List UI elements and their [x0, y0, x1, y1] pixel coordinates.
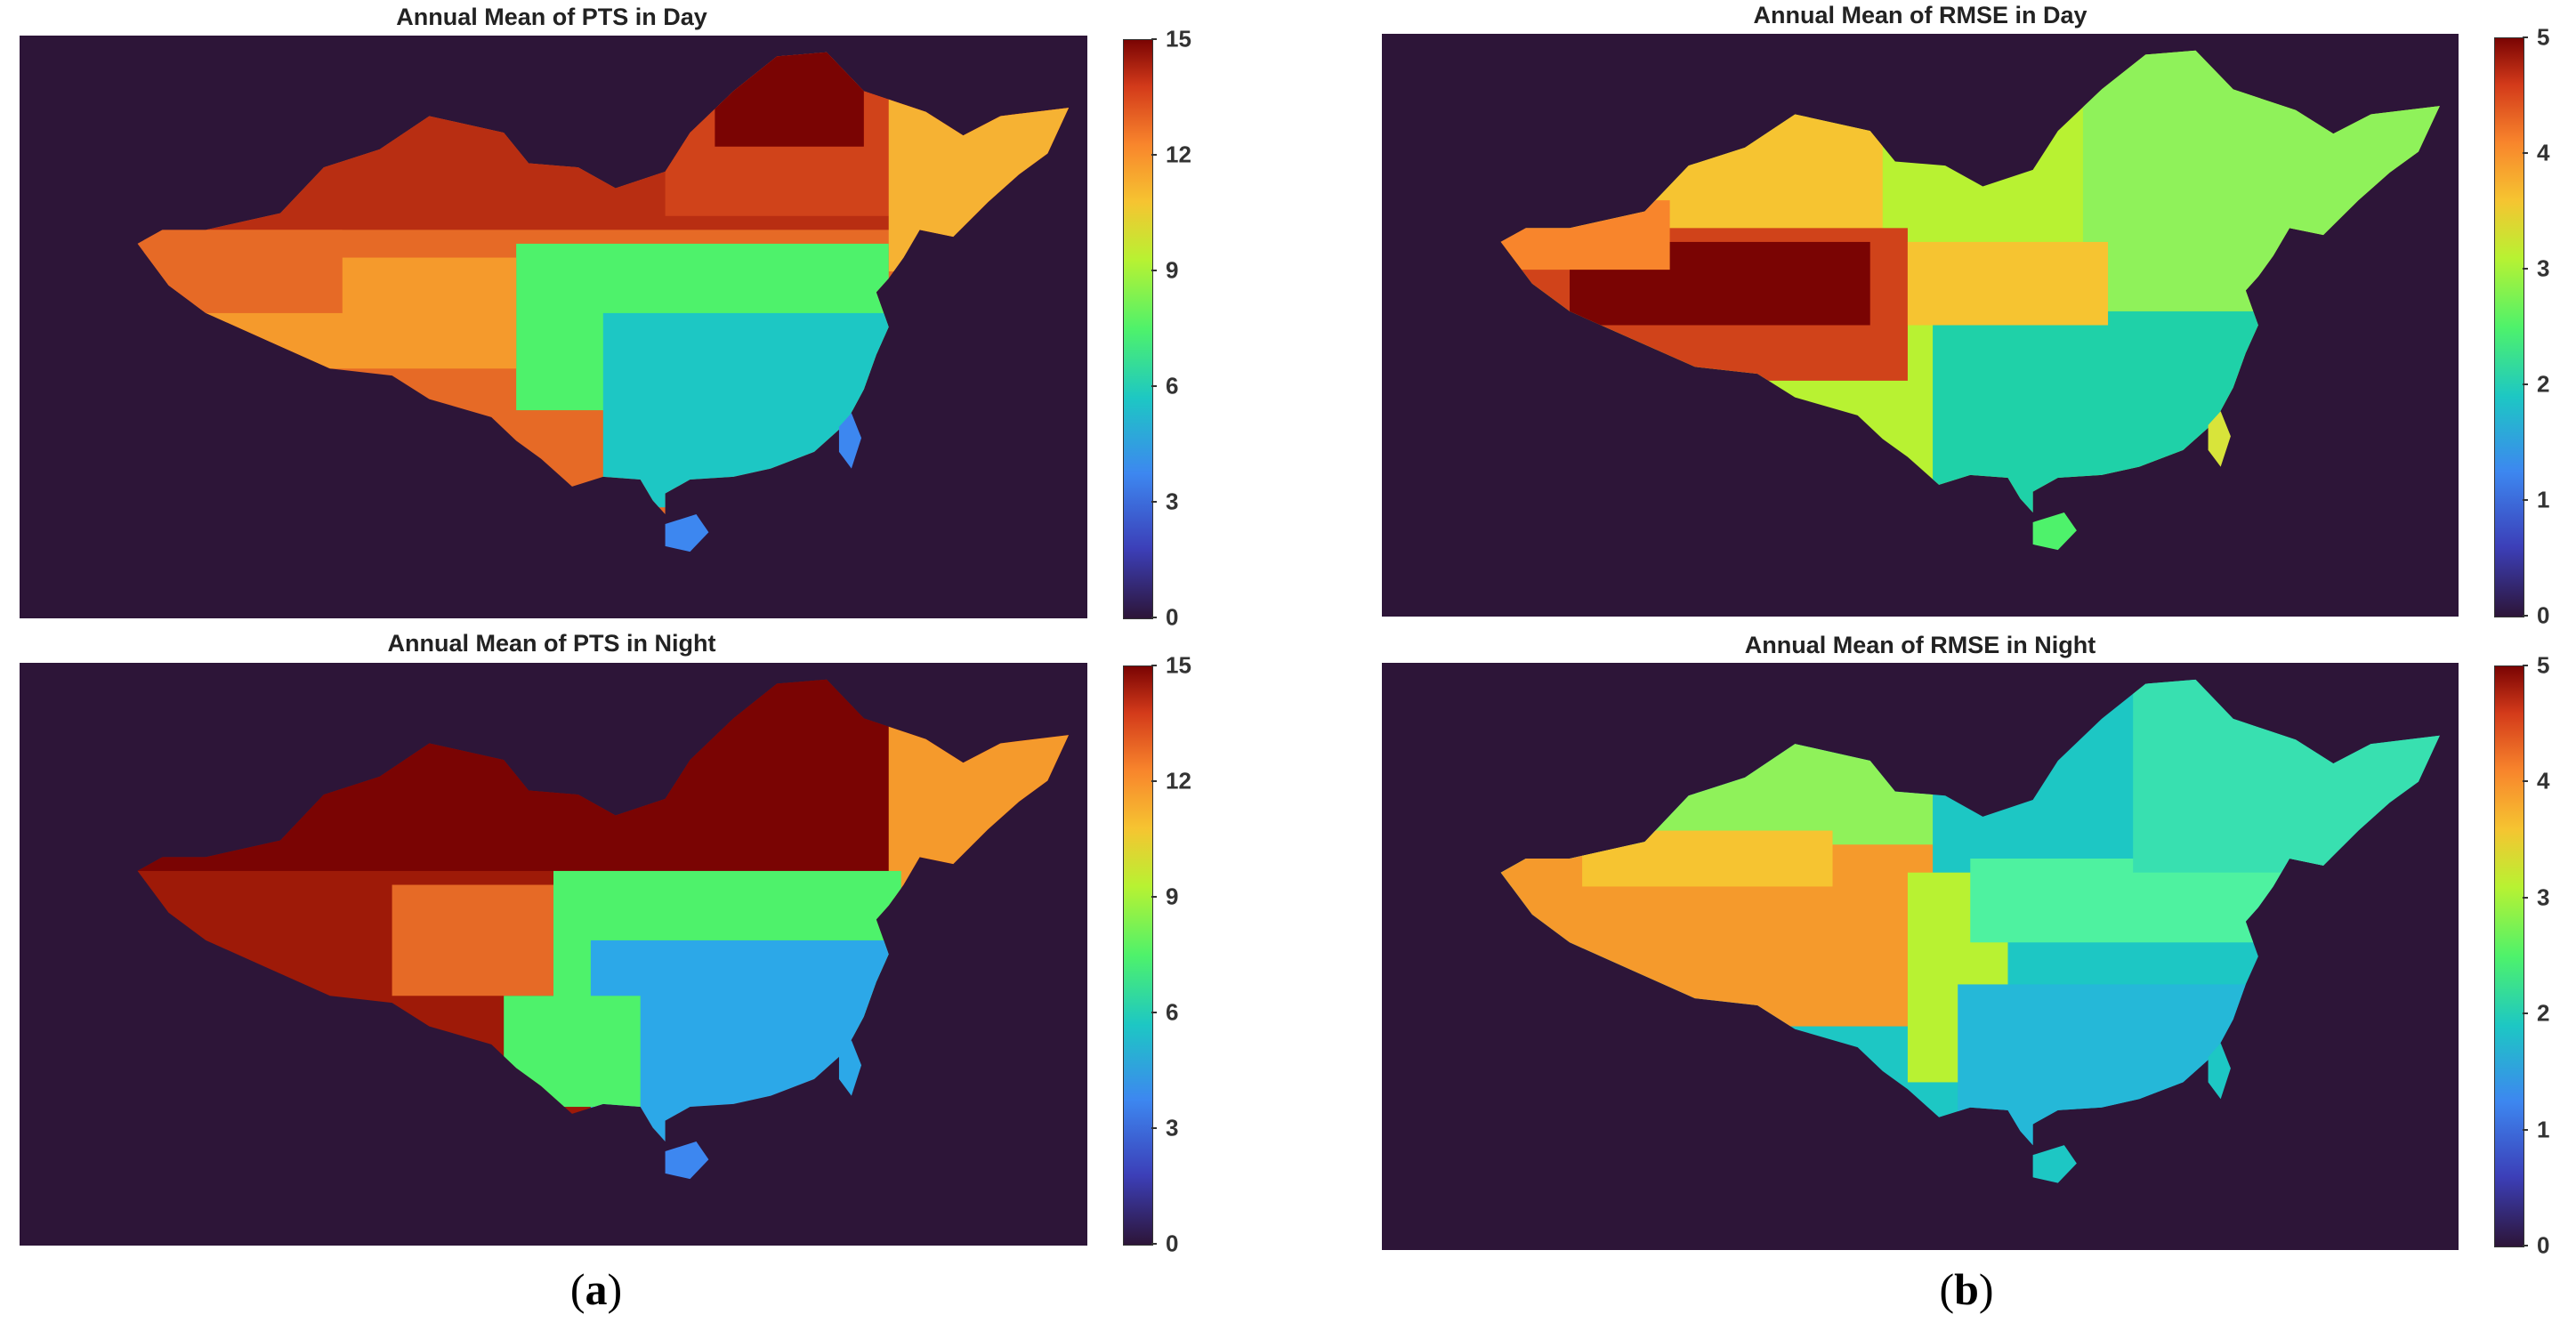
subfigure-label-b: (b) [1939, 1264, 1994, 1314]
colorbar-pts-day [1123, 39, 1153, 619]
colorbar-tick-label: 3 [1166, 488, 1179, 515]
colorbar-tick-label: 5 [2537, 23, 2550, 51]
colorbar-tick-label: 0 [1166, 1230, 1179, 1257]
china-map-pts-day [137, 52, 1070, 553]
colorbar-tick-label: 1 [2537, 1116, 2550, 1143]
colorbar-tick-label: 1 [2537, 486, 2550, 513]
colorbar-tick-label: 2 [2537, 999, 2550, 1027]
colorbar-tick-label: 9 [1166, 883, 1179, 910]
colorbar-tick-mark [1151, 154, 1157, 156]
china-map-rmse-day [1500, 50, 2440, 551]
map-rmse-day [1382, 34, 2459, 617]
colorbar-tick-mark [2523, 1245, 2528, 1246]
colorbar-tick-label: 0 [2537, 601, 2550, 629]
map-pts-night [20, 663, 1087, 1246]
colorbar-tick-mark [2523, 268, 2528, 270]
colorbar-tick-mark [2523, 383, 2528, 385]
colorbar-tick-label: 6 [1166, 998, 1179, 1026]
colorbar-tick-mark [1151, 780, 1157, 782]
subfigure-label-a: (a) [569, 1264, 623, 1314]
colorbar-tick-mark [2523, 665, 2528, 666]
colorbar-tick-label: 4 [2537, 139, 2550, 166]
colorbar-tick-label: 12 [1166, 767, 1191, 795]
colorbar-tick-mark [1151, 38, 1157, 40]
panel-title-pts-day: Annual Mean of PTS in Day [396, 4, 707, 30]
colorbar-tick-mark [2523, 780, 2528, 783]
colorbar-tick-mark [1151, 896, 1157, 898]
colorbar-tick-label: 12 [1166, 141, 1191, 168]
colorbar-tick-label: 5 [2537, 651, 2550, 679]
colorbar-tick-mark [1151, 501, 1157, 503]
colorbar-tick-label: 3 [2537, 883, 2550, 911]
colorbar-rmse-night [2494, 665, 2524, 1247]
colorbar-tick-label: 15 [1166, 25, 1191, 52]
panel-title-rmse-day: Annual Mean of RMSE in Day [1753, 2, 2087, 28]
map-pts-day [20, 36, 1087, 618]
colorbar-tick-mark [2523, 896, 2528, 899]
colorbar-tick-mark [2523, 499, 2528, 501]
colorbar-tick-mark [2523, 1128, 2528, 1131]
colorbar-tick-mark [2523, 36, 2528, 38]
china-map-rmse-night [1500, 679, 2440, 1183]
map-rmse-night [1382, 663, 2459, 1250]
colorbar-tick-label: 3 [1166, 1114, 1179, 1141]
colorbar-rmse-day [2494, 37, 2524, 617]
colorbar-tick-mark [2523, 152, 2528, 154]
colorbar-tick-label: 15 [1166, 651, 1191, 679]
panel-title-rmse-night: Annual Mean of RMSE in Night [1744, 632, 2096, 658]
colorbar-tick-mark [1151, 1243, 1157, 1245]
colorbar-tick-label: 6 [1166, 372, 1179, 399]
colorbar-tick-mark [2523, 1012, 2528, 1015]
china-map-pts-night [137, 679, 1070, 1180]
colorbar-tick-mark [1151, 385, 1157, 387]
colorbar-tick-mark [1151, 665, 1157, 666]
colorbar-tick-label: 9 [1166, 256, 1179, 284]
colorbar-tick-label: 0 [1166, 603, 1179, 631]
colorbar-tick-mark [2523, 615, 2528, 617]
colorbar-tick-label: 2 [2537, 370, 2550, 398]
colorbar-tick-label: 4 [2537, 767, 2550, 795]
colorbar-tick-label: 0 [2537, 1231, 2550, 1259]
colorbar-tick-mark [1151, 617, 1157, 618]
colorbar-tick-mark [1151, 1127, 1157, 1129]
colorbar-tick-mark [1151, 270, 1157, 271]
colorbar-pts-night [1123, 665, 1153, 1246]
colorbar-tick-label: 3 [2537, 254, 2550, 282]
panel-title-pts-night: Annual Mean of PTS in Night [387, 630, 716, 657]
colorbar-tick-mark [1151, 1012, 1157, 1013]
